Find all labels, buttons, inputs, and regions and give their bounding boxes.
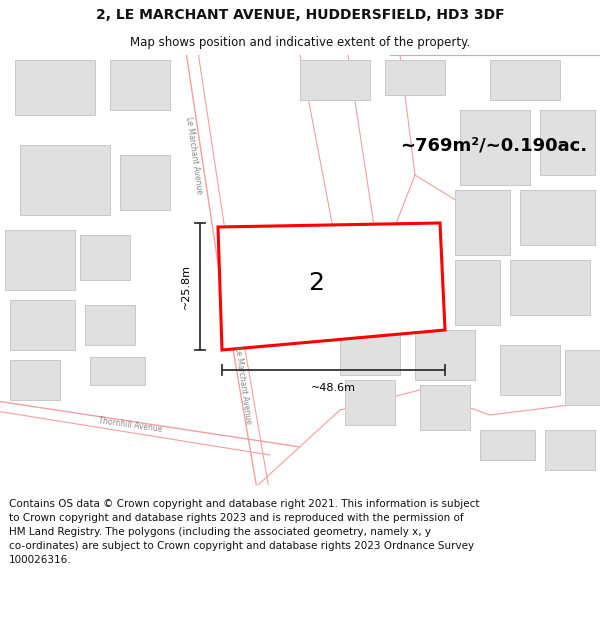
Polygon shape (345, 380, 395, 425)
Text: Le Marchant Avenue: Le Marchant Avenue (233, 346, 253, 424)
Polygon shape (500, 345, 560, 395)
Polygon shape (340, 330, 400, 375)
Polygon shape (110, 60, 170, 110)
Polygon shape (455, 190, 510, 255)
Polygon shape (218, 223, 445, 350)
Polygon shape (15, 60, 95, 115)
Text: ~769m²/~0.190ac.: ~769m²/~0.190ac. (400, 136, 587, 154)
Polygon shape (540, 110, 595, 175)
Polygon shape (385, 60, 445, 95)
Polygon shape (545, 430, 595, 470)
Polygon shape (420, 385, 470, 430)
Text: Contains OS data © Crown copyright and database right 2021. This information is : Contains OS data © Crown copyright and d… (9, 499, 479, 565)
Polygon shape (565, 350, 600, 405)
Text: 2: 2 (308, 271, 324, 294)
Polygon shape (10, 360, 60, 400)
Polygon shape (480, 430, 535, 460)
Polygon shape (455, 260, 500, 325)
Polygon shape (415, 330, 475, 380)
Text: Le Marchant Avenue: Le Marchant Avenue (184, 116, 204, 194)
Polygon shape (90, 357, 145, 385)
Text: ~25.8m: ~25.8m (181, 264, 191, 309)
Text: ~48.6m: ~48.6m (311, 383, 356, 393)
Text: 2, LE MARCHANT AVENUE, HUDDERSFIELD, HD3 3DF: 2, LE MARCHANT AVENUE, HUDDERSFIELD, HD3… (95, 8, 505, 22)
Polygon shape (300, 60, 370, 100)
Polygon shape (460, 110, 530, 185)
Polygon shape (10, 300, 75, 350)
Polygon shape (80, 235, 130, 280)
Text: Thornhill Avenue: Thornhill Avenue (97, 416, 163, 434)
Text: Map shows position and indicative extent of the property.: Map shows position and indicative extent… (130, 36, 470, 49)
Polygon shape (85, 305, 135, 345)
Polygon shape (510, 260, 590, 315)
Polygon shape (20, 145, 110, 215)
Polygon shape (490, 60, 560, 100)
Polygon shape (520, 190, 595, 245)
Polygon shape (120, 155, 170, 210)
Polygon shape (5, 230, 75, 290)
